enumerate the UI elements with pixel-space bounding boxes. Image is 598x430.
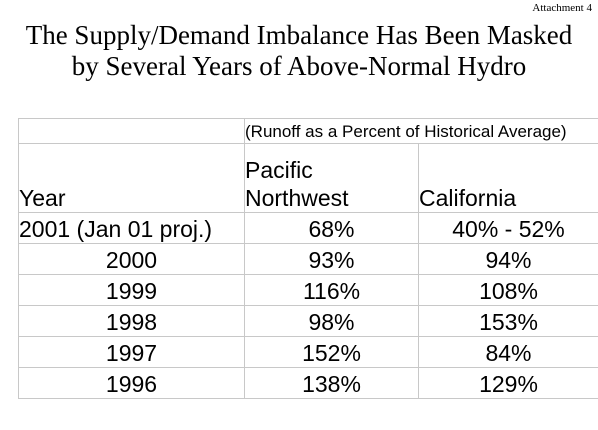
table-row: 1998 98% 153%	[18, 305, 598, 337]
table-note-row: (Runoff as a Percent of Historical Avera…	[18, 118, 598, 144]
cell-year: 2000	[18, 243, 245, 275]
cell-pnw: 116%	[244, 274, 419, 306]
header-year: Year	[18, 143, 245, 213]
cell-year: 1997	[18, 336, 245, 368]
table-row: 1996 138% 129%	[18, 367, 598, 399]
cell-california: 129%	[418, 367, 598, 399]
table-row: 1997 152% 84%	[18, 336, 598, 368]
title-line-1: The Supply/Demand Imbalance Has Been Mas…	[25, 20, 573, 50]
cell-california: 94%	[418, 243, 598, 275]
cell-pnw: 98%	[244, 305, 419, 337]
cell-california: 40% - 52%	[418, 212, 598, 244]
cell-pnw: 68%	[244, 212, 419, 244]
table-row: 2001 (Jan 01 proj.) 68% 40% - 52%	[18, 212, 598, 244]
table-note: (Runoff as a Percent of Historical Avera…	[244, 118, 598, 144]
runoff-table: (Runoff as a Percent of Historical Avera…	[18, 118, 598, 399]
cell-california: 153%	[418, 305, 598, 337]
cell-pnw: 152%	[244, 336, 419, 368]
cell-year: 1998	[18, 305, 245, 337]
header-pnw-line-2: Northwest	[245, 185, 349, 211]
cell-year: 1996	[18, 367, 245, 399]
header-california: California	[418, 143, 598, 213]
cell-year: 1999	[18, 274, 245, 306]
title-line-2: by Several Years of Above-Normal Hydro	[71, 51, 527, 81]
table-row: 1999 116% 108%	[18, 274, 598, 306]
cell-pnw: 138%	[244, 367, 419, 399]
header-pnw-line-1: Pacific	[245, 157, 313, 183]
cell-pnw: 93%	[244, 243, 419, 275]
cell-california: 84%	[418, 336, 598, 368]
table-header-row: Year Pacific Northwest California	[18, 143, 598, 213]
attachment-label: Attachment 4	[532, 2, 592, 14]
empty-cell	[18, 118, 245, 144]
header-pacific-northwest: Pacific Northwest	[244, 143, 419, 213]
cell-california: 108%	[418, 274, 598, 306]
cell-year: 2001 (Jan 01 proj.)	[18, 212, 245, 244]
page-title: The Supply/Demand Imbalance Has Been Mas…	[0, 20, 598, 82]
table-row: 2000 93% 94%	[18, 243, 598, 275]
